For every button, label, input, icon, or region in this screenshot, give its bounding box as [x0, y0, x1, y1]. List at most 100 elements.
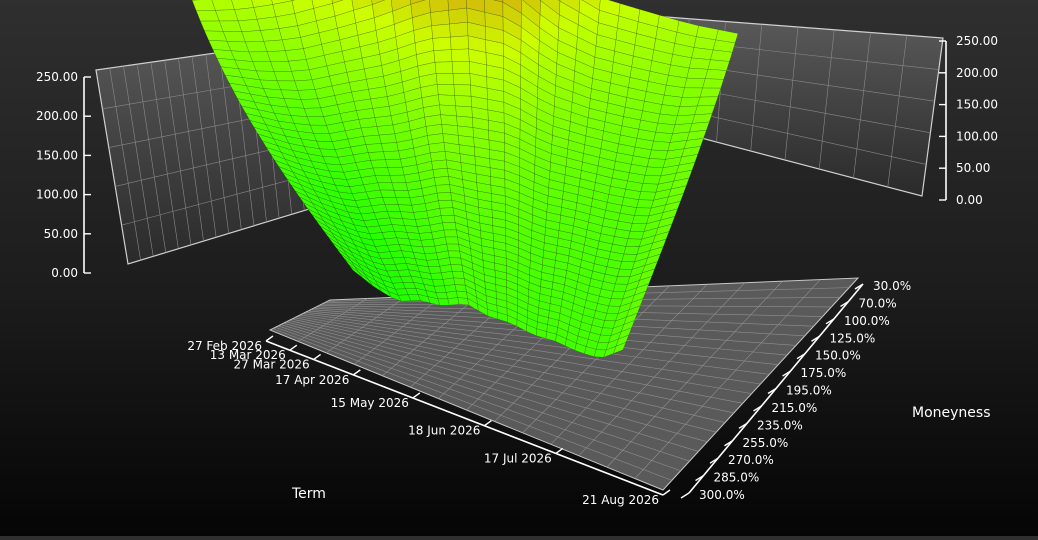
surface-cell: [431, 10, 450, 25]
left-z-axis-tick-label: 150.00: [36, 148, 78, 162]
surface-cell: [432, 279, 444, 286]
surface-cell: [390, 175, 406, 183]
surface-cell: [430, 151, 446, 161]
surface-cell: [682, 88, 703, 98]
surface-cell: [695, 105, 715, 115]
surface-cell: [373, 168, 390, 176]
term-tick-label: 27 Mar 2026: [234, 357, 310, 371]
term-tick: [353, 370, 360, 375]
surface-cell: [447, 244, 460, 251]
moneyness-tick-label: 255.0%: [743, 436, 789, 450]
surface-cell: [377, 125, 395, 135]
moneyness-tick-label: 125.0%: [830, 331, 876, 345]
surface-cell: [441, 215, 455, 223]
surface-cell: [622, 254, 637, 262]
surface-cell: [634, 208, 651, 216]
surface-cell: [689, 58, 710, 69]
term-tick-label: 17 Apr 2026: [275, 373, 349, 387]
surface-cell: [628, 231, 644, 239]
surface-cell: [396, 198, 412, 206]
surface-cell: [454, 85, 471, 97]
surface-cell: [277, 81, 298, 91]
surface-cell: [632, 216, 649, 224]
surface-cell: [219, 21, 242, 32]
term-tick-label: 18 Jun 2026: [408, 424, 480, 438]
term-tick: [663, 490, 670, 495]
term-tick: [413, 393, 420, 398]
surface-cell: [458, 298, 469, 306]
surface-cell: [685, 78, 706, 88]
surface-cell: [434, 176, 449, 185]
surface-cell: [361, 127, 379, 137]
right-z-axis-tick-label: 50.00: [956, 161, 990, 175]
surface-cell: [385, 238, 400, 246]
moneyness-tick-label: 285.0%: [714, 471, 760, 485]
left-z-axis-tick-label: 50.00: [44, 227, 78, 241]
surface-cell: [651, 141, 670, 151]
surface-cell: [677, 106, 697, 116]
term-tick: [484, 421, 491, 426]
surface-cell: [445, 237, 458, 244]
left-z-axis-tick-label: 200.00: [36, 109, 78, 123]
surface-cell: [438, 200, 453, 208]
moneyness-tick-label: 70.0%: [859, 296, 897, 310]
surface-cell: [366, 144, 384, 153]
surface-cell: [295, 80, 315, 91]
right-z-axis-tick-label: 100.00: [956, 129, 998, 143]
right-z-axis-tick-label: 200.00: [956, 66, 998, 80]
surface-cell: [615, 277, 630, 285]
term-axis-title: Term: [291, 486, 326, 502]
surface-cell: [624, 247, 640, 255]
surface-cell: [437, 192, 452, 200]
moneyness-axis-title: Moneyness: [912, 405, 991, 421]
moneyness-tick-label: 150.0%: [815, 349, 861, 363]
surface-cell: [385, 204, 401, 212]
left-z-axis-tick-label: 100.00: [36, 188, 78, 202]
left-z-axis-tick-label: 0.00: [51, 266, 78, 280]
surface-cell: [383, 151, 400, 160]
term-tick: [556, 448, 563, 453]
surface-cell: [253, 62, 274, 72]
surface-cell: [452, 271, 464, 278]
surface-cell: [238, 19, 260, 32]
surface-cell: [282, 37, 303, 50]
surface-cell: [436, 73, 454, 84]
surface-cell: [700, 88, 721, 97]
moneyness-tick: [681, 493, 689, 498]
surface-cell: [310, 125, 329, 134]
surface-cell: [703, 79, 724, 88]
surface-cell: [643, 175, 661, 184]
surface-cell: [449, 258, 462, 265]
surface-cell: [451, 265, 463, 272]
surface-cell: [271, 61, 292, 71]
surface-cell: [373, 106, 391, 117]
surface-cell: [364, 135, 382, 144]
surface-cell: [274, 71, 295, 81]
surface-cell: [448, 298, 459, 306]
moneyness-tick-label: 215.0%: [772, 401, 818, 415]
surface-cell: [680, 97, 700, 107]
surface-cell: [435, 62, 453, 74]
surface-cell: [264, 40, 286, 52]
surface-cell: [630, 223, 646, 231]
surface-cell: [452, 61, 470, 73]
surface-cell: [429, 266, 442, 273]
term-tick: [314, 354, 321, 359]
surface-cell: [448, 251, 461, 258]
surface-cell: [313, 133, 332, 142]
surface-cell: [281, 90, 301, 100]
surface-cell: [620, 262, 635, 270]
surface-cell: [438, 95, 455, 106]
surface-cell: [433, 168, 449, 177]
surface-cell: [429, 143, 445, 153]
surface-cell: [455, 285, 467, 292]
surface-cell: [304, 108, 324, 117]
surface-cell: [380, 190, 396, 198]
term-tick-label: 15 May 2026: [331, 396, 409, 410]
surface-cell: [292, 70, 313, 81]
moneyness-tick-label: 270.0%: [728, 453, 774, 467]
surface-cell: [639, 192, 656, 201]
surface-cell: [267, 51, 288, 62]
term-tick-label: 21 Aug 2026: [582, 493, 659, 507]
